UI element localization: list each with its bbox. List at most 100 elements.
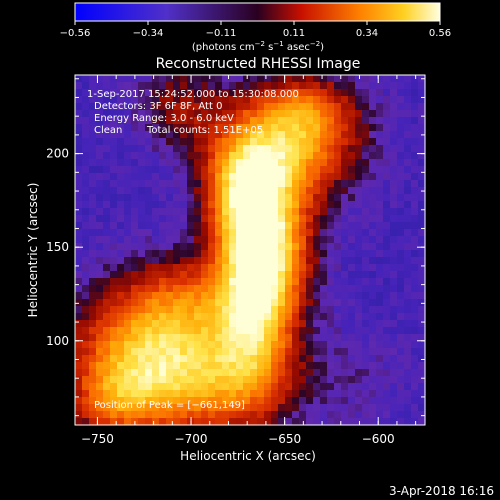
heatmap-cell — [292, 334, 300, 342]
heatmap-cell — [327, 250, 335, 258]
heatmap-cell — [236, 355, 244, 363]
heatmap-cell — [208, 145, 216, 153]
heatmap-cell — [215, 278, 223, 286]
heatmap-cell — [208, 152, 216, 160]
heatmap-cell — [397, 313, 405, 321]
heatmap-cell — [187, 397, 195, 405]
heatmap-cell — [320, 138, 328, 146]
heatmap-cell — [362, 341, 370, 349]
heatmap-cell — [285, 334, 293, 342]
heatmap-cell — [131, 355, 139, 363]
heatmap-cell — [215, 418, 223, 426]
heatmap-cell — [411, 369, 419, 377]
heatmap-cell — [124, 236, 132, 244]
heatmap-cell — [278, 250, 286, 258]
heatmap-cell — [159, 397, 167, 405]
heatmap-cell — [131, 250, 139, 258]
heatmap-cell — [117, 89, 125, 97]
heatmap-cell — [320, 306, 328, 314]
heatmap-cell — [397, 166, 405, 174]
heatmap-cell — [306, 306, 314, 314]
heatmap-cell — [173, 348, 181, 356]
heatmap-cell — [131, 285, 139, 293]
heatmap-cell — [229, 397, 237, 405]
heatmap-cell — [159, 355, 167, 363]
heatmap-cell — [278, 159, 286, 167]
heatmap-cell — [166, 397, 174, 405]
heatmap-cell — [383, 341, 391, 349]
heatmap-cell — [376, 96, 384, 104]
heatmap-cell — [334, 257, 342, 265]
heatmap-cell — [369, 306, 377, 314]
heatmap-cell — [145, 96, 153, 104]
heatmap-cell — [173, 75, 181, 83]
heatmap-cell — [236, 194, 244, 202]
heatmap-cell — [124, 222, 132, 230]
heatmap-cell — [411, 411, 419, 419]
heatmap-cell — [306, 390, 314, 398]
heatmap-cell — [208, 82, 216, 90]
heatmap-cell — [376, 194, 384, 202]
heatmap-cell — [117, 362, 125, 370]
heatmap-cell — [306, 257, 314, 265]
heatmap-cell — [362, 152, 370, 160]
heatmap-cell — [180, 110, 188, 118]
heatmap-cell — [117, 369, 125, 377]
heatmap-cell — [278, 110, 286, 118]
heatmap-cell — [278, 404, 286, 412]
heatmap-cell — [236, 341, 244, 349]
heatmap-cell — [341, 243, 349, 251]
heatmap-cell — [138, 264, 146, 272]
heatmap-cell — [75, 180, 83, 188]
heatmap-cell — [362, 355, 370, 363]
heatmap-cell — [313, 292, 321, 300]
heatmap-cell — [103, 362, 111, 370]
heatmap-cell — [334, 250, 342, 258]
heatmap-cell — [194, 348, 202, 356]
heatmap-cell — [250, 117, 258, 125]
colorbar-ticks: −0.56 −0.34 −0.11 0.11 0.34 0.56 — [60, 21, 451, 39]
heatmap-cell — [110, 173, 118, 181]
heatmap-cell — [369, 334, 377, 342]
heatmap-cell — [82, 369, 90, 377]
heatmap-cell — [369, 376, 377, 384]
heatmap-cell — [376, 376, 384, 384]
heatmap-cell — [229, 89, 237, 97]
heatmap-cell — [376, 348, 384, 356]
heatmap-cell — [271, 397, 279, 405]
heatmap-cell — [341, 187, 349, 195]
heatmap-cell — [117, 208, 125, 216]
heatmap-cell — [152, 194, 160, 202]
heatmap-cell — [236, 159, 244, 167]
heatmap-cell — [418, 271, 426, 279]
heatmap-cell — [145, 334, 153, 342]
heatmap-cell — [418, 327, 426, 335]
heatmap-cell — [152, 243, 160, 251]
heatmap-cell — [390, 278, 398, 286]
heatmap-cell — [208, 341, 216, 349]
heatmap-cell — [96, 292, 104, 300]
heatmap-cell — [96, 145, 104, 153]
heatmap-cell — [257, 411, 265, 419]
heatmap-cell — [159, 222, 167, 230]
heatmap-cell — [75, 236, 83, 244]
heatmap-cell — [411, 271, 419, 279]
heatmap-cell — [89, 250, 97, 258]
heatmap-cell — [187, 82, 195, 90]
x-tick-label: −700 — [175, 432, 208, 446]
heatmap-cell — [271, 110, 279, 118]
heatmap-cell — [404, 334, 412, 342]
heatmap-cell — [159, 180, 167, 188]
heatmap-cell — [292, 236, 300, 244]
heatmap-cell — [341, 390, 349, 398]
annotation-peak: Position of Peak = [−661,149] — [94, 400, 245, 411]
heatmap-cell — [257, 306, 265, 314]
heatmap-cell — [222, 173, 230, 181]
heatmap-cell — [180, 236, 188, 244]
heatmap-cell — [411, 166, 419, 174]
heatmap-cell — [313, 187, 321, 195]
heatmap-cell — [180, 334, 188, 342]
heatmap-cell — [383, 110, 391, 118]
heatmap-cell — [243, 124, 251, 132]
